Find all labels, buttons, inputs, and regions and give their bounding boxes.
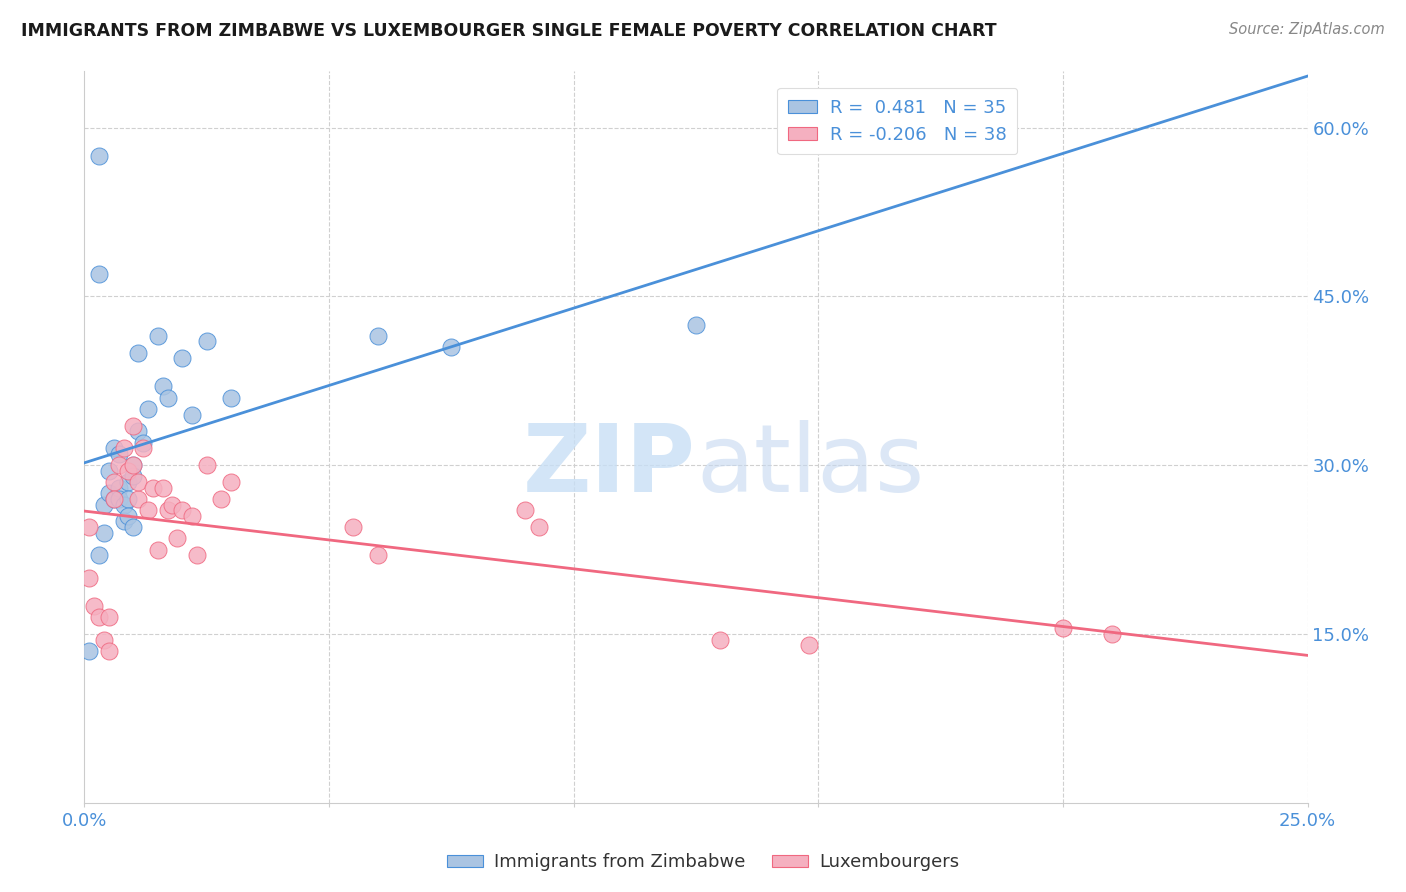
Point: [166, 532, 188, 546]
Point: [529, 520, 551, 534]
Point: [107, 481, 129, 495]
Point: [103, 475, 125, 489]
Point: [87, 548, 110, 562]
Point: [112, 515, 135, 529]
Point: [122, 520, 145, 534]
Point: [797, 638, 820, 652]
Point: [107, 458, 129, 473]
Point: [146, 328, 169, 343]
Point: [127, 345, 149, 359]
Text: atlas: atlas: [696, 420, 924, 512]
Point: [117, 491, 139, 506]
Point: [87, 267, 110, 281]
Point: [209, 491, 232, 506]
Point: [122, 458, 145, 473]
Point: [142, 481, 165, 495]
Text: IMMIGRANTS FROM ZIMBABWE VS LUXEMBOURGER SINGLE FEMALE POVERTY CORRELATION CHART: IMMIGRANTS FROM ZIMBABWE VS LUXEMBOURGER…: [21, 22, 997, 40]
Point: [513, 503, 536, 517]
Point: [83, 599, 105, 613]
Point: [97, 610, 120, 624]
Point: [172, 351, 194, 366]
Point: [709, 632, 731, 647]
Point: [1101, 627, 1123, 641]
Point: [117, 508, 139, 523]
Point: [117, 475, 139, 489]
Point: [127, 425, 149, 439]
Point: [103, 442, 125, 456]
Point: [195, 458, 218, 473]
Point: [181, 508, 204, 523]
Point: [685, 318, 707, 332]
Point: [146, 542, 169, 557]
Point: [152, 379, 174, 393]
Point: [107, 447, 129, 461]
Point: [156, 391, 179, 405]
Point: [122, 458, 145, 473]
Point: [186, 548, 208, 562]
Point: [87, 149, 110, 163]
Point: [93, 632, 115, 647]
Point: [440, 340, 463, 354]
Point: [87, 610, 110, 624]
Point: [156, 503, 179, 517]
Point: [172, 503, 194, 517]
Point: [127, 491, 149, 506]
Point: [162, 498, 184, 512]
Point: [127, 475, 149, 489]
Point: [77, 571, 100, 585]
Point: [122, 469, 145, 483]
Point: [219, 475, 242, 489]
Point: [93, 498, 115, 512]
Point: [195, 334, 218, 349]
Legend: R =  0.481   N = 35, R = -0.206   N = 38: R = 0.481 N = 35, R = -0.206 N = 38: [778, 87, 1017, 154]
Point: [77, 644, 100, 658]
Point: [103, 491, 125, 506]
Point: [97, 486, 120, 500]
Point: [342, 520, 364, 534]
Point: [112, 498, 135, 512]
Point: [93, 525, 115, 540]
Point: [367, 328, 389, 343]
Legend: Immigrants from Zimbabwe, Luxembourgers: Immigrants from Zimbabwe, Luxembourgers: [440, 847, 966, 879]
Point: [132, 442, 155, 456]
Point: [122, 418, 145, 433]
Point: [367, 548, 389, 562]
Point: [181, 408, 204, 422]
Point: [112, 442, 135, 456]
Point: [97, 464, 120, 478]
Text: Source: ZipAtlas.com: Source: ZipAtlas.com: [1229, 22, 1385, 37]
Point: [152, 481, 174, 495]
Point: [97, 644, 120, 658]
Point: [103, 491, 125, 506]
Point: [136, 401, 159, 416]
Point: [1052, 621, 1074, 635]
Point: [77, 520, 100, 534]
Point: [136, 503, 159, 517]
Point: [117, 464, 139, 478]
Point: [132, 435, 155, 450]
Text: ZIP: ZIP: [523, 420, 696, 512]
Point: [107, 491, 129, 506]
Point: [219, 391, 242, 405]
